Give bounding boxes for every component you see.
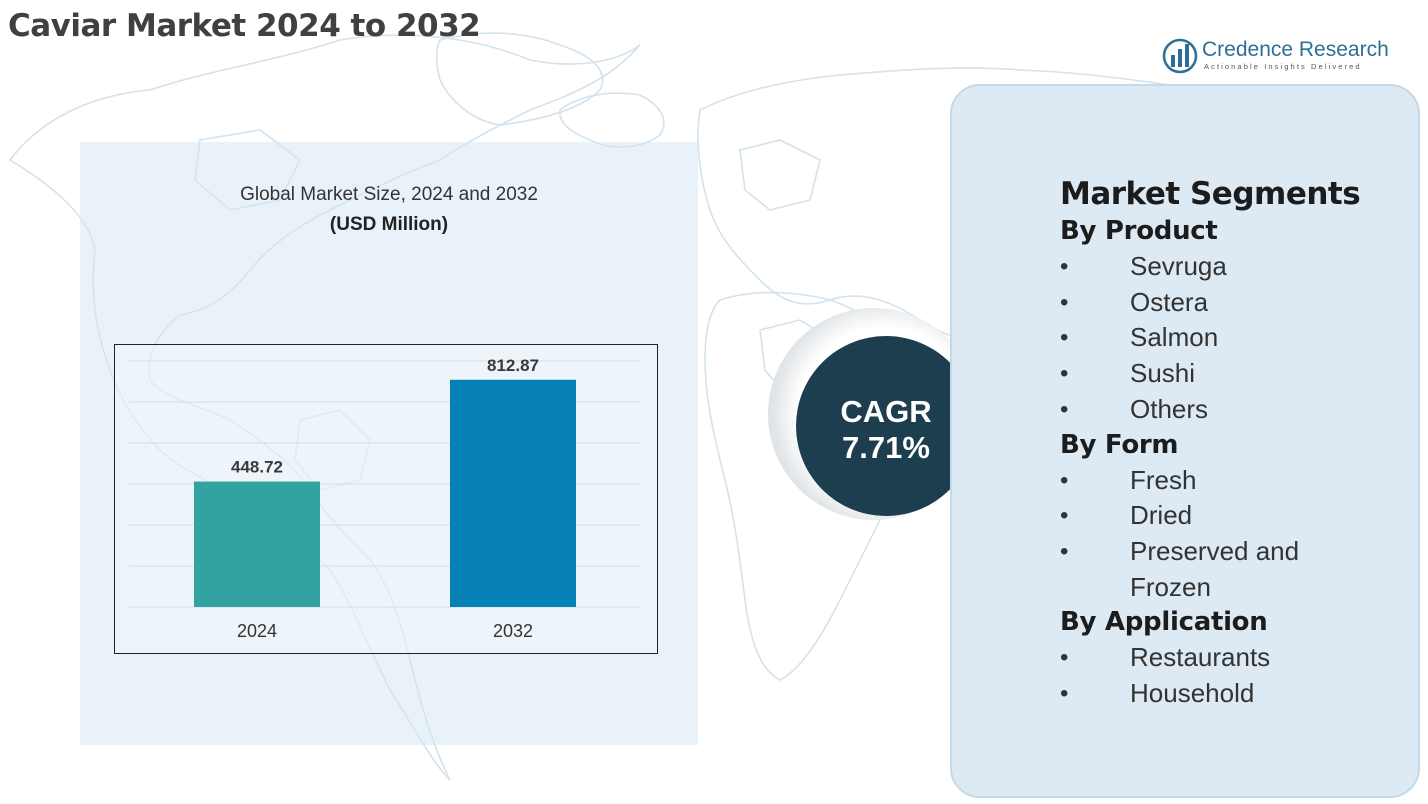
segment-item: Salmon — [1060, 320, 1410, 356]
segment-item: Others — [1060, 392, 1410, 428]
logo-tagline: Actionable Insights Delivered — [1204, 62, 1362, 71]
segment-group-title: By Form — [1060, 429, 1179, 460]
segment-item: Ostera — [1060, 285, 1410, 321]
chart-frame: 448.72 2024 812.87 2032 — [114, 344, 658, 654]
segment-item: Sevruga — [1060, 249, 1410, 285]
bar-chart: 448.72 2024 812.87 2032 — [129, 356, 641, 641]
chart-title: Global Market Size, 2024 and 2032 — [240, 184, 538, 205]
x-tick-label: 2024 — [237, 621, 277, 641]
chart-panel: Global Market Size, 2024 and 2032 (USD M… — [80, 142, 698, 745]
segment-item: Fresh — [1060, 463, 1410, 499]
credence-research-logo: Credence Research Actionable Insights De… — [1162, 36, 1402, 76]
segment-item: Restaurants — [1060, 640, 1410, 676]
segment-item: Dried — [1060, 498, 1410, 534]
data-label: 448.72 — [231, 458, 283, 477]
cagr-value: 7.71% — [842, 430, 930, 465]
segment-item: Preserved and Frozen — [1060, 534, 1380, 605]
cagr-label: CAGR — [840, 394, 932, 429]
segment-item: Household — [1060, 676, 1410, 712]
segment-group-title: By Product — [1060, 216, 1218, 246]
bar-chart-logo-icon — [1162, 38, 1198, 74]
logo-name: Credence Research — [1202, 38, 1389, 61]
page-title: Caviar Market 2024 to 2032 — [8, 8, 481, 44]
bar — [450, 379, 576, 607]
segment-item: Sushi — [1060, 356, 1410, 392]
bar — [194, 481, 320, 607]
data-label: 812.87 — [487, 356, 539, 375]
market-segments-panel: Market Segments By Product Sevruga Oster… — [950, 84, 1420, 798]
chart-unit: (USD Million) — [329, 214, 449, 235]
segment-group-title: By Application — [1060, 607, 1268, 638]
cagr-badge: CAGR 7.71% — [796, 336, 976, 516]
segments-heading: Market Segments — [1060, 176, 1361, 212]
x-tick-label: 2032 — [493, 621, 533, 641]
